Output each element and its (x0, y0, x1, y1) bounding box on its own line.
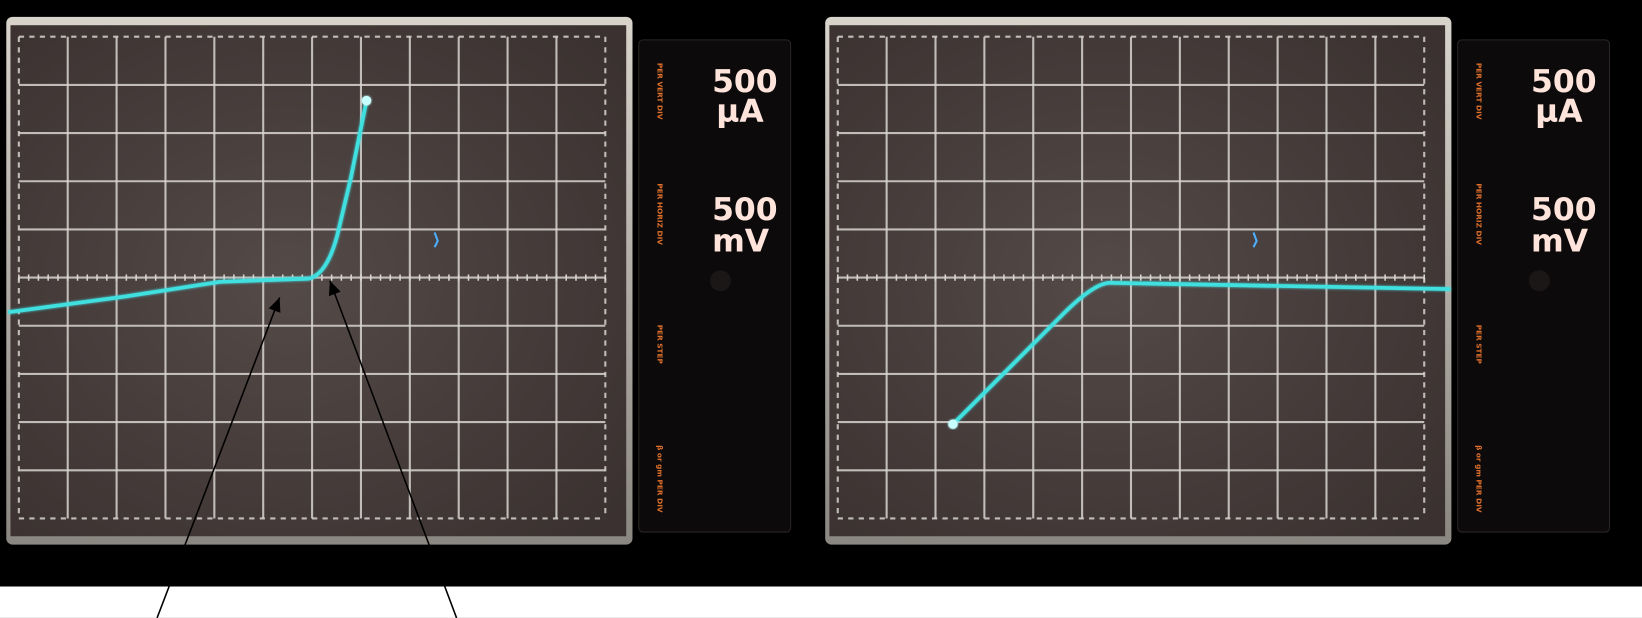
photo: PER VERT DIV PER HORIZ DIV PER STEP β or gm… (0, 0, 1642, 618)
readout-unit: mV (712, 223, 770, 259)
scope-panel: PER VERT DIV PER HORIZ DIV PER STEP β or gm… (825, 17, 1609, 545)
readout-unit: µA (716, 94, 764, 130)
readout-label: PER STEP (656, 325, 665, 365)
knob (710, 270, 731, 291)
readout-label: PER HORIZ DIV (1475, 183, 1484, 245)
screen (829, 25, 1445, 536)
readout-label: PER STEP (1475, 325, 1484, 365)
readout-label: β or gm PER DIV (656, 445, 665, 513)
readout-unit: mV (1531, 223, 1589, 259)
readout-label: PER HORIZ DIV (656, 183, 665, 245)
readout-label: β or gm PER DIV (1475, 445, 1484, 513)
trace-end (362, 96, 371, 105)
page: PER VERT DIV PER HORIZ DIV PER STEP β or gm… (0, 0, 1642, 618)
knob (1529, 270, 1550, 291)
readout-label: PER VERT DIV (1475, 63, 1484, 120)
readout-label: PER VERT DIV (656, 63, 665, 120)
readout-unit: µA (1535, 94, 1583, 130)
caption-strip (0, 587, 1642, 618)
trace-end (948, 419, 957, 428)
screen (10, 25, 626, 536)
